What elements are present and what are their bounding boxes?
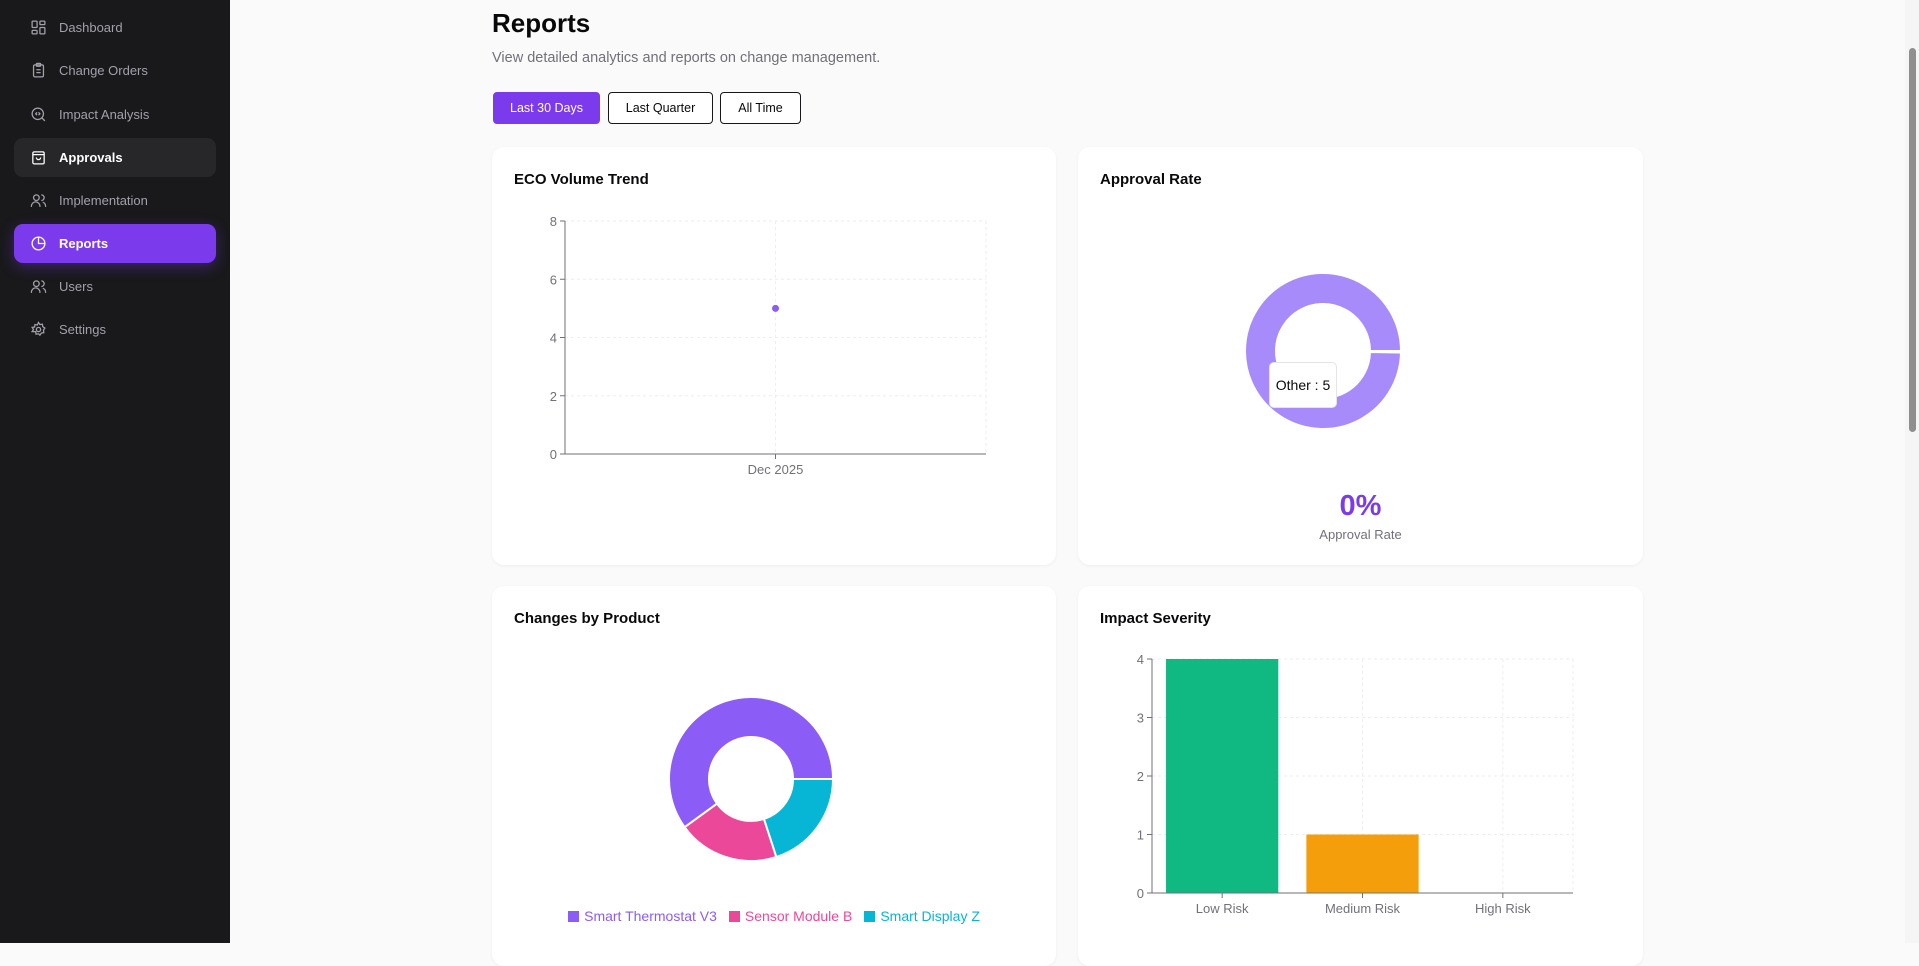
sidebar-item-label: Settings	[59, 322, 106, 337]
dashboard-icon	[31, 20, 46, 35]
x-tick-label: Medium Risk	[1325, 901, 1401, 916]
legend-item[interactable]: Smart Display Z	[864, 908, 980, 924]
sidebar-item-label: Implementation	[59, 193, 148, 208]
chart-legend: Smart Thermostat V3 Sensor Module B Smart …	[492, 908, 1056, 924]
filter-last-quarter-button[interactable]: Last Quarter	[608, 92, 713, 124]
card-title: Approval Rate	[1100, 171, 1202, 188]
sidebar-item-users[interactable]: Users	[14, 267, 216, 306]
card-title: ECO Volume Trend	[514, 171, 649, 188]
y-tick-label: 0	[550, 447, 557, 462]
search-code-icon	[31, 107, 46, 122]
page-title: Reports	[492, 8, 591, 38]
clipboard-icon	[32, 62, 45, 78]
scrollbar-thumb[interactable]	[1909, 48, 1916, 432]
x-tick-label: High Risk	[1475, 901, 1531, 916]
shopping-bag-icon	[32, 151, 45, 165]
pie-chart-icon	[31, 236, 46, 251]
page-subtitle: View detailed analytics and reports on c…	[492, 50, 881, 66]
legend-swatch	[728, 911, 740, 922]
y-tick-label: 0	[1137, 886, 1144, 901]
eco-volume-chart: 0 2 4 6 8 Dec 2025	[550, 214, 987, 477]
approval-tooltip: Other : 5	[1269, 362, 1337, 408]
gear-icon	[30, 321, 46, 337]
sidebar-item-change-orders[interactable]: Change Orders	[14, 51, 216, 90]
users-icon	[30, 280, 47, 293]
sidebar-item-label: Change Orders	[59, 63, 148, 78]
legend-label: Smart Display Z	[880, 908, 980, 924]
y-tick-label: 8	[550, 214, 557, 229]
sidebar-item-settings[interactable]: Settings	[14, 310, 216, 349]
approval-rate-value: 0%	[1339, 490, 1382, 522]
legend-item[interactable]: Sensor Module B	[728, 908, 853, 924]
impact-severity-card: Impact Severity 0 1 2 3 4 Low Risk Medium Risk…	[1078, 586, 1643, 966]
eco-volume-card: ECO Volume Trend 0 2 4 6 8 Dec 2025	[492, 147, 1056, 565]
bar-low-risk	[1166, 659, 1279, 893]
sidebar-item-implementation[interactable]: Implementation	[14, 181, 216, 220]
sidebar-item-dashboard[interactable]: Dashboard	[14, 8, 216, 47]
y-tick-label: 1	[1137, 828, 1144, 843]
y-tick-label: 4	[550, 331, 557, 346]
sidebar-item-label: Impact Analysis	[59, 107, 150, 122]
approval-rate-label: Approval Rate	[1319, 527, 1402, 542]
sidebar-item-impact-analysis[interactable]: Impact Analysis	[14, 95, 216, 134]
x-tick-label: Low Risk	[1196, 901, 1249, 916]
card-title: Changes by Product	[514, 610, 660, 627]
y-tick-label: 3	[1137, 711, 1144, 726]
filter-all-time-button[interactable]: All Time	[720, 92, 801, 124]
legend-label: Sensor Module B	[744, 908, 853, 924]
legend-swatch	[568, 911, 580, 922]
data-point	[772, 304, 779, 312]
sidebar-item-label: Approvals	[59, 150, 123, 165]
sidebar-item-label: Users	[59, 279, 93, 294]
y-tick-label: 2	[1137, 769, 1144, 784]
product-slice	[668, 696, 835, 829]
filter-last-30-days-button[interactable]: Last 30 Days	[493, 92, 600, 124]
product-donut-chart	[668, 696, 835, 862]
changes-by-product-card: Changes by Product Smart Thermostat V3 Se…	[492, 586, 1056, 966]
sidebar-item-label: Dashboard	[59, 20, 123, 35]
legend-item[interactable]: Smart Thermostat V3	[568, 908, 717, 924]
card-title: Impact Severity	[1100, 610, 1211, 627]
impact-bar-chart: 0 1 2 3 4 Low Risk Medium Risk High Risk	[1137, 652, 1574, 916]
sidebar-item-label: Reports	[59, 236, 109, 251]
x-tick-label: Dec 2025	[748, 462, 804, 477]
legend-label: Smart Thermostat V3	[584, 908, 717, 924]
sidebar-item-reports[interactable]: Reports	[14, 224, 216, 263]
sidebar-item-approvals[interactable]: Approvals	[14, 138, 216, 177]
bar-medium-risk	[1306, 834, 1419, 893]
product-slice	[762, 778, 835, 859]
scrollbar[interactable]	[1905, 0, 1919, 943]
users-icon	[30, 194, 47, 207]
y-tick-label: 4	[1137, 652, 1144, 667]
y-tick-label: 2	[550, 389, 557, 404]
y-tick-label: 6	[550, 272, 557, 287]
legend-swatch	[864, 911, 876, 922]
approval-rate-card: Approval Rate Other : 5 0% Approval Rate	[1078, 147, 1643, 565]
sidebar: Dashboard Change Orders Impact Analysis App…	[0, 0, 230, 943]
